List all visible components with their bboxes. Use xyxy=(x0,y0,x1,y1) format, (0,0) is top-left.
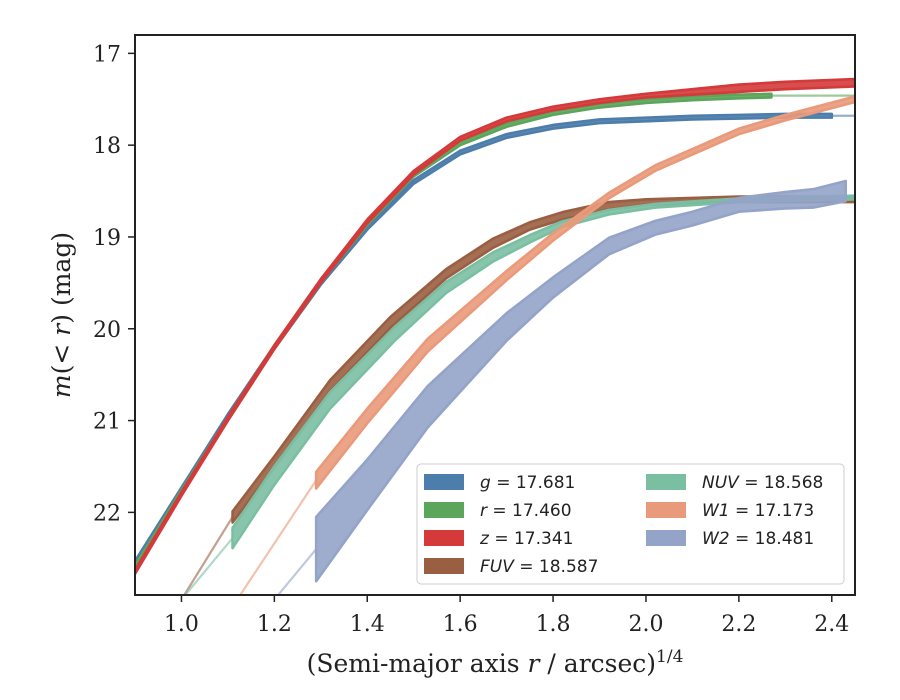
series-z-band xyxy=(135,77,855,576)
legend-swatch-nuv xyxy=(646,474,686,490)
legend-label-w1: W1 = 17.173 xyxy=(702,501,814,521)
x-tick-label: 1.8 xyxy=(536,612,571,637)
series-w2-band xyxy=(314,179,848,583)
x-tick-label: 1.6 xyxy=(443,612,478,637)
legend-swatch-w2 xyxy=(646,530,686,546)
y-tick-label: 17 xyxy=(93,42,121,67)
series-fuv-band xyxy=(231,195,855,524)
legend-label-z: z = 17.341 xyxy=(479,529,573,549)
x-tick-label: 1.4 xyxy=(350,612,385,637)
legend: g = 17.681 r = 17.460 z = 17.341 FUV = 18.5… xyxy=(416,463,845,585)
legend-label-nuv: NUV = 18.568 xyxy=(702,473,823,493)
legend-label-fuv: FUV = 18.587 xyxy=(480,557,598,577)
legend-swatch-z xyxy=(424,530,464,546)
ticks-layer: 1.0 1.2 1.4 1.6 1.8 2.0 2.2 2.4 17 18 19 20 21 22 xyxy=(93,42,849,637)
series-nuv-extrapolation xyxy=(183,537,234,595)
x-tick-label: 2.4 xyxy=(814,612,849,637)
x-tick-label: 1.2 xyxy=(257,612,292,637)
legend-label-r: r = 17.460 xyxy=(480,501,572,521)
series-layer xyxy=(135,77,855,595)
y-axis-label: m(< r) (mag) xyxy=(47,232,76,398)
y-tick-label: 22 xyxy=(93,501,121,526)
series-fuv-extrapolation xyxy=(182,516,234,595)
legend-box xyxy=(416,463,845,585)
legend-label-g: g = 17.681 xyxy=(480,473,575,493)
y-tick-label: 21 xyxy=(93,410,121,435)
series-w1-band xyxy=(314,95,855,490)
x-tick-label: 2.2 xyxy=(721,612,756,637)
plot-frame xyxy=(134,34,856,596)
legend-swatch-w1 xyxy=(646,502,686,518)
series-nuv-band xyxy=(231,194,855,550)
series-w1-extrapolation xyxy=(238,479,318,595)
x-tick-label: 1.0 xyxy=(164,612,199,637)
series-w2-extrapolation xyxy=(276,548,318,595)
legend-label-w2: W2 = 18.481 xyxy=(702,529,814,549)
legend-swatch-g xyxy=(424,474,464,490)
y-tick-label: 18 xyxy=(93,134,121,159)
x-axis-label: (Semi-major axis r / arcsec)1/4 xyxy=(307,647,684,678)
legend-swatch-r xyxy=(424,502,464,518)
y-tick-label: 19 xyxy=(93,226,121,251)
x-tick-label: 2.0 xyxy=(628,612,663,637)
y-tick-label: 20 xyxy=(93,318,121,343)
legend-swatch-fuv xyxy=(424,558,464,574)
